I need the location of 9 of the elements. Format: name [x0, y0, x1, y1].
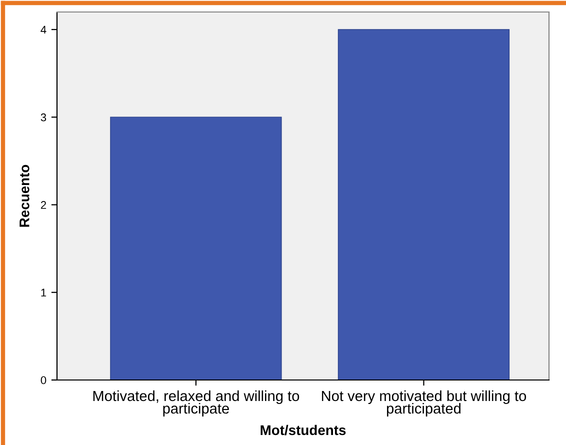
y-tick-label: 2: [40, 201, 46, 209]
y-tick-label: 4: [40, 26, 46, 34]
y-tick-label: 3: [40, 113, 46, 122]
y-tick-label: 0: [40, 376, 46, 384]
x-tick-label: Not very motivated but willing to participated: [322, 390, 526, 417]
x-tick-label: Motivated, relaxed and willing to participate: [93, 390, 300, 417]
x-axis-title: Mot/students: [260, 424, 346, 436]
y-axis-title: Recuento: [20, 164, 30, 227]
y-tick-label: 1: [41, 288, 46, 296]
